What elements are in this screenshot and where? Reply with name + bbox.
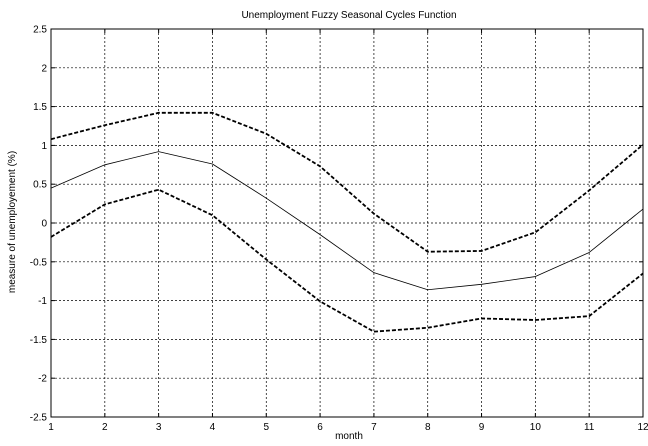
x-tick-label: 2: [102, 422, 108, 433]
x-tick-label: 5: [263, 422, 269, 433]
y-tick-label: -0.5: [30, 257, 48, 268]
x-axis-label: month: [335, 431, 363, 441]
x-tick-label: 6: [317, 422, 323, 433]
y-tick-label: 1.5: [33, 102, 47, 113]
tick-labels: 1 2 3 4 5 6 7 8 9 10 11 122.521.510.50-0.5-1-1.5-2-…: [30, 25, 648, 434]
upper-bound-line: [50, 111, 644, 253]
x-tick-label: 7: [371, 422, 377, 433]
lower-bound-line: [50, 188, 644, 333]
y-axis-label: measure of unemployement (%): [7, 151, 18, 293]
x-tick-label: 10: [530, 422, 542, 433]
y-tick-label: 2.5: [33, 25, 47, 36]
y-tick-label: -1: [38, 296, 47, 307]
x-tick-label: 4: [210, 422, 216, 433]
x-tick-label: 8: [425, 422, 431, 433]
y-tick-label: 2: [41, 63, 47, 74]
x-tick-label: 1: [48, 422, 54, 433]
y-tick-label: 1: [41, 141, 47, 152]
x-tick-label: 11: [584, 422, 595, 433]
y-tick-label: -2.5: [30, 413, 48, 424]
chart-title: Unemployment Fuzzy Seasonal Cycles Funct…: [241, 10, 456, 21]
y-tick-label: -2: [38, 374, 47, 385]
center-line: [50, 151, 644, 291]
y-tick-label: 0.5: [33, 180, 47, 191]
x-tick-label: 9: [479, 422, 485, 433]
series-lines: [50, 111, 644, 333]
y-tick-label: 0: [41, 219, 47, 230]
x-tick-label: 3: [156, 422, 162, 433]
grid-lines: [51, 29, 643, 417]
y-tick-label: -1.5: [30, 335, 48, 346]
x-tick-label: 12: [637, 422, 648, 433]
